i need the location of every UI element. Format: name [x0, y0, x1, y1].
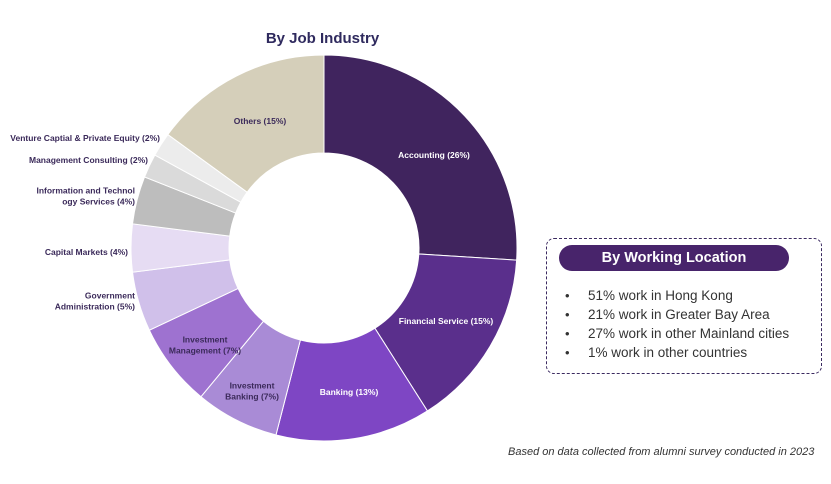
- location-text: 1% work in other countries: [588, 345, 748, 360]
- list-item: • 27% work in other Mainland cities: [565, 324, 789, 343]
- bullet-icon: •: [565, 326, 570, 341]
- donut-slice: [167, 54, 325, 193]
- slice-label: Government Administration (5%): [55, 291, 135, 312]
- slice-label: Banking (13%): [320, 387, 379, 397]
- slice-label: Investment Management (7%): [169, 335, 241, 356]
- slice-label: Information and Technol ogy Services (4%): [36, 186, 135, 207]
- working-location-list: • 51% work in Hong Kong • 21% work in Grea…: [565, 286, 789, 362]
- chart-title: By Job Industry: [265, 30, 380, 47]
- bullet-icon: •: [565, 288, 570, 303]
- slice-label: Capital Markets (4%): [45, 247, 128, 257]
- slice-label: Accounting (26%): [398, 150, 470, 160]
- donut-chart: Accounting (26%) Financial Service (15%) B…: [10, 54, 518, 442]
- slice-label: Management Consulting (2%): [29, 155, 148, 165]
- slice-label: Financial Service (15%): [399, 316, 494, 326]
- slice-label: Venture Captial & Private Equity (2%): [10, 133, 160, 143]
- bullet-icon: •: [565, 307, 570, 322]
- list-item: • 1% work in other countries: [565, 343, 789, 362]
- bullet-icon: •: [565, 345, 570, 360]
- location-text: 21% work in Greater Bay Area: [588, 307, 770, 322]
- location-text: 27% work in other Mainland cities: [588, 326, 790, 341]
- working-location-card: By Working Location • 51% work in Hong Ko…: [546, 238, 822, 374]
- location-text: 51% work in Hong Kong: [588, 288, 733, 303]
- slice-label: Others (15%): [234, 116, 287, 126]
- slice-label: Investment Banking (7%): [225, 381, 279, 402]
- list-item: • 51% work in Hong Kong: [565, 286, 789, 305]
- footnote: Based on data collected from alumni surv…: [508, 446, 815, 458]
- working-location-title: By Working Location: [559, 245, 789, 271]
- donut-slice: [323, 54, 518, 261]
- list-item: • 21% work in Greater Bay Area: [565, 305, 789, 324]
